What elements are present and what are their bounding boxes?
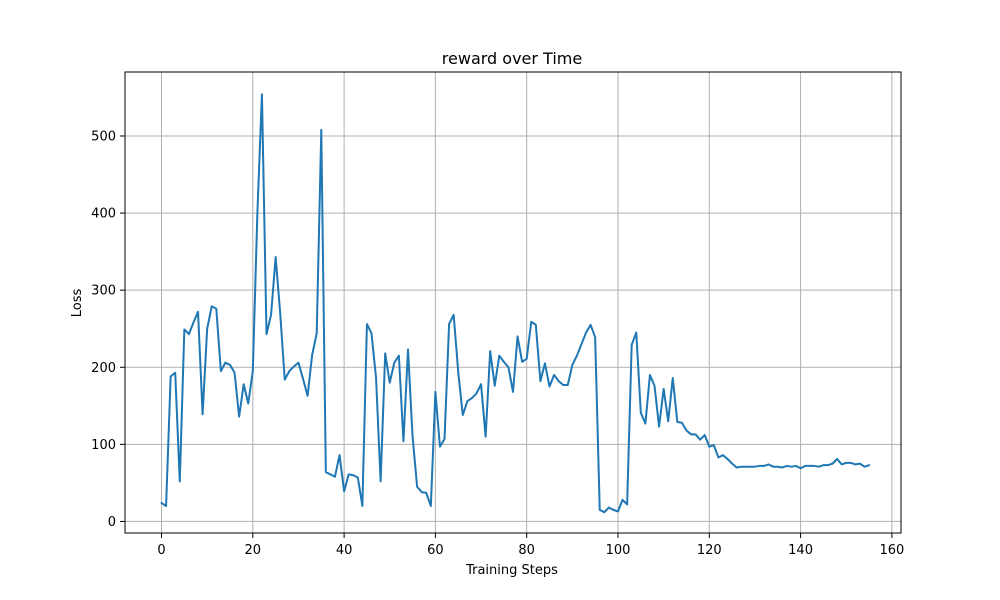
series-line: [160, 93, 871, 514]
plot-frame: [124, 71, 902, 534]
y-tick-label: 200: [91, 361, 116, 376]
x-tick-label: 40: [336, 543, 353, 558]
y-tick-label: 300: [91, 284, 116, 299]
y-tick-label: 100: [91, 438, 116, 453]
x-tick-label: 160: [879, 543, 904, 558]
y-tick-label: 500: [91, 129, 116, 144]
chart-title: reward over Time: [442, 49, 582, 68]
x-tick-label: 80: [518, 543, 535, 558]
y-tick-label: 400: [91, 207, 116, 222]
grid-lines: [125, 72, 901, 533]
x-tick-label: 0: [157, 543, 165, 558]
y-axis-label: Loss: [70, 289, 85, 318]
x-tick-label: 60: [427, 543, 444, 558]
x-tick-label: 100: [606, 543, 631, 558]
x-axis-label: Training Steps: [465, 563, 558, 578]
plot-background: [125, 72, 901, 533]
axis-ticks: 0 20 40 60 80 100 120 140 160 0 100 200 300 400 500: [91, 129, 904, 558]
y-tick-label: 0: [108, 515, 116, 530]
x-tick-label: 120: [697, 543, 722, 558]
data-series: [160, 93, 871, 514]
x-tick-label: 140: [788, 543, 813, 558]
x-tick-label: 20: [245, 543, 262, 558]
